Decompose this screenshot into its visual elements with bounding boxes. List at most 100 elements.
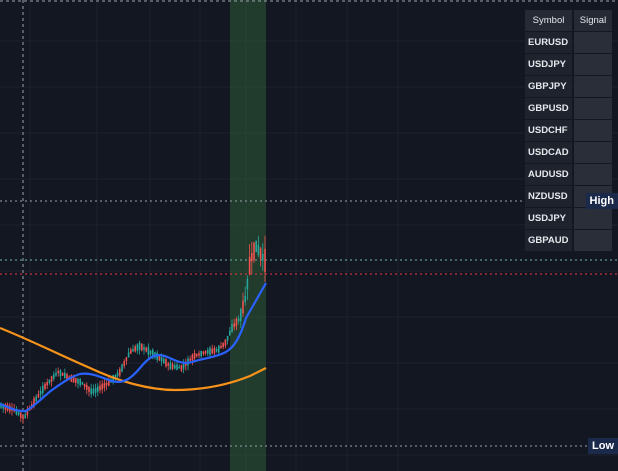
symbol-cell: AUDUSD [525,164,572,185]
candle-body [103,382,106,388]
symbol-signal-table: Symbol Signal EURUSD USDJPY GBPJPY GBPUS… [525,10,614,252]
symbol-cell: USDJPY [525,208,572,229]
candle-body [53,374,55,379]
table-row: USDJPY [525,54,614,75]
candle-body [72,376,75,383]
candle-body [15,409,18,415]
candle-body [169,362,172,370]
candle-body [90,388,92,395]
symbol-cell: GBPAUD [525,230,572,251]
candle-body [237,318,240,322]
candle-body [193,353,196,359]
signal-header: Signal [574,10,612,31]
candle-body [141,343,143,351]
symbol-cell: GBPJPY [525,76,572,97]
candle-body [101,383,103,390]
candle-body [57,371,59,374]
candle-body [92,388,95,394]
candle-body [178,366,180,369]
candle-body [75,377,77,383]
candle-body [48,379,51,384]
candle-body [204,350,207,354]
candle-body [20,412,22,419]
candle-body [215,348,218,352]
candle-body [33,398,35,406]
candle-body [222,342,224,347]
table-header: Symbol Signal [525,10,614,31]
candle-body [191,354,194,361]
table-row: USDCHF [525,120,614,141]
signal-cell [574,98,612,119]
candle-body [158,354,161,361]
candle-body [24,414,26,418]
candle-body [88,386,90,392]
candle-body [224,339,227,346]
signal-cell [574,230,612,251]
candle-body [145,347,147,352]
signal-cell [574,164,612,185]
candle-body [167,363,169,366]
candle-body [226,335,229,341]
signal-cell [574,120,612,141]
candle-body [35,396,37,402]
table-row: GBPAUD [525,230,614,251]
candle-body [259,248,262,259]
candle-body [251,252,253,262]
fast-moving-average [0,282,267,413]
candle-body [66,374,68,379]
candle-body [160,357,163,362]
candle-body [149,350,152,355]
candle-body [132,348,134,352]
candle-body [55,372,57,376]
candle-body [209,347,211,356]
candle-body [123,361,125,367]
candle-body [119,368,121,376]
candle-body [185,362,187,366]
table-row: USDCAD [525,142,614,163]
signal-cell [574,32,612,53]
candle-body [138,342,141,350]
candle-body [176,364,178,370]
candle-body [125,357,128,362]
candle-body [152,349,154,358]
candle-body [207,349,209,354]
candle-body [211,348,213,354]
candle-body [105,382,108,386]
table-row: AUDUSD [525,164,614,185]
candle-body [81,382,84,385]
candle-body [253,242,255,261]
candle-body [99,385,101,391]
candle-body [31,404,33,407]
table-row: GBPUSD [525,98,614,119]
candle-body [121,364,123,372]
candle-body [127,352,130,358]
candle-body [94,387,97,393]
candle-body [196,354,198,357]
candle-body [171,364,174,369]
symbol-cell: EURUSD [525,32,572,53]
candle-body [143,346,145,350]
candle-body [136,344,139,351]
symbol-cell: NZDUSD [525,186,572,207]
candle-body [39,390,42,395]
symbol-cell: USDCHF [525,120,572,141]
candle-body [229,330,231,336]
candle-body [233,323,235,328]
candle-body [46,382,48,386]
candle-body [163,358,165,364]
candle-body [240,308,242,322]
candle-body [83,383,86,387]
candle-body [134,346,136,352]
candle-body [264,248,266,273]
candle-body [200,351,202,357]
candle-body [244,295,246,302]
candle-body [218,345,220,353]
candle-body [189,358,191,361]
candle-body [44,383,46,390]
candle-body [116,372,119,377]
symbol-cell: GBPUSD [525,98,572,119]
table-row: USDJPY [525,208,614,229]
candle-body [37,393,40,398]
highlight-band [230,0,266,471]
